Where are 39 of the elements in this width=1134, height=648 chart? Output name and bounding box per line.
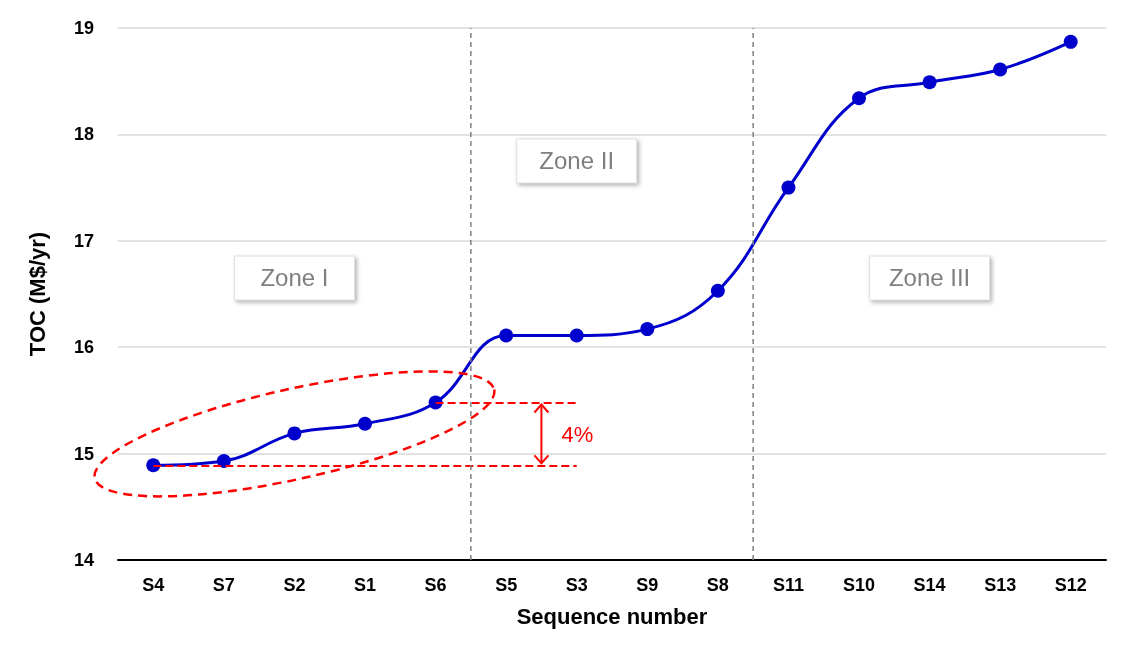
y-axis-title: TOC (M$/yr) (24, 231, 50, 357)
y-tick-label: 18 (73, 124, 94, 145)
point (287, 426, 302, 441)
point (216, 454, 231, 469)
x-axis-title: Sequence number (516, 603, 708, 629)
x-tick-label: S3 (565, 575, 588, 595)
point (781, 180, 796, 195)
point (993, 62, 1008, 77)
annotation: Zone III (888, 264, 971, 292)
point (146, 458, 161, 473)
x-tick-label: S5 (495, 575, 518, 595)
x-tick-label: S12 (1054, 575, 1087, 595)
x-tick-label: S4 (142, 575, 165, 595)
x-tick-label: S8 (706, 575, 729, 595)
x-tick-label: S2 (283, 575, 306, 595)
annotation: Zone II (539, 147, 615, 174)
point (640, 322, 655, 337)
y-tick-label: 15 (73, 443, 94, 464)
point (710, 283, 725, 298)
x-tick-label: S9 (636, 575, 659, 595)
annotation: 4% (561, 421, 594, 447)
x-tick-label: S11 (772, 575, 804, 595)
x-tick-label: S1 (353, 575, 377, 595)
x-tick-label: S7 (212, 575, 235, 595)
point (852, 91, 866, 106)
point (1063, 34, 1078, 49)
y-tick-label: 19 (73, 18, 94, 38)
x-tick-label: S13 (984, 575, 1017, 595)
x-tick-label: S6 (424, 575, 447, 595)
point (569, 328, 584, 343)
y-tick-label: 16 (73, 337, 94, 358)
x-tick-label: S10 (842, 575, 876, 595)
annotation: Zone I (260, 264, 329, 292)
point (499, 328, 514, 343)
y-tick-label: 14 (73, 550, 94, 570)
y-tick-label: 17 (73, 230, 94, 251)
point (358, 416, 372, 431)
point (922, 75, 937, 90)
x-tick-label: S14 (913, 575, 946, 595)
